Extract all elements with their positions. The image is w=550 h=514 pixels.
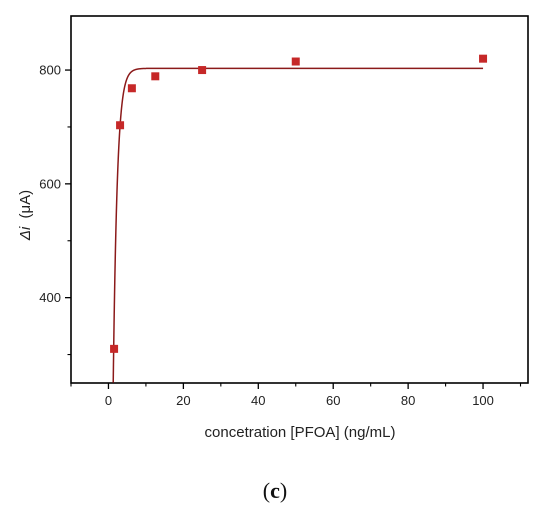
y-tick-label: 800 [39,63,61,78]
panel-label-close: ) [280,478,287,503]
fit-curve-layer [112,67,484,383]
plot-frame [70,15,529,384]
panel-label-open: ( [263,478,270,503]
x-axis-ticks: 0 20 40 60 80 100 [70,383,522,408]
y-axis-ticks: 400 600 800 [39,63,71,356]
data-point [198,66,207,75]
data-point [151,72,160,81]
fit-curve [112,67,484,383]
data-point [291,57,300,66]
x-tick-label: 40 [251,393,265,408]
data-point [127,84,136,93]
y-tick-label: 600 [39,176,61,191]
data-point [116,121,125,130]
data-point [110,344,119,353]
y-axis-title-symbol: Δi [17,226,34,241]
x-tick-label: 80 [401,393,415,408]
panel-label-letter: c [270,478,280,503]
y-axis-title: Δi (μA) [17,190,34,241]
x-tick-label: 100 [472,393,494,408]
y-tick-label: 400 [39,290,61,305]
x-tick-label: 60 [326,393,340,408]
y-axis-title-unit: (μA) [17,190,34,219]
data-points [110,54,488,353]
panel-label: (c) [263,478,287,503]
x-tick-label: 20 [176,393,190,408]
x-tick-label: 0 [105,393,112,408]
data-point [479,54,488,63]
plot-border [70,15,529,384]
x-axis-title: concetration [PFOA] (ng/mL) [205,424,396,441]
